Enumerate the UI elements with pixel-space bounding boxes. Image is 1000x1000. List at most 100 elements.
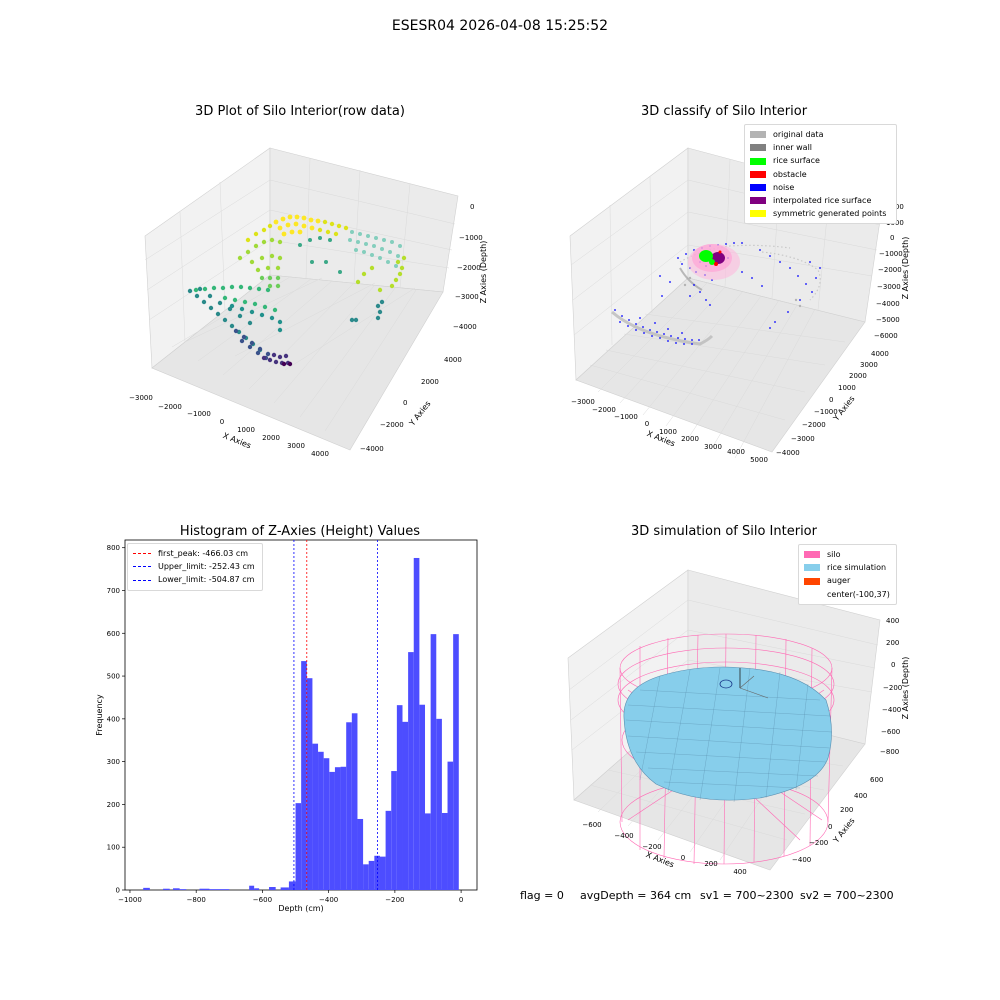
footer-sv1: sv1 = 700~2300	[700, 889, 794, 902]
p2-ytick: 2000	[849, 372, 867, 380]
histogram-bar	[379, 856, 386, 890]
histogram-ytick-label: 700	[107, 587, 120, 595]
legend-label: original data	[773, 130, 824, 139]
plot4-legend: silo rice simulation auger center(-100,3…	[798, 544, 897, 605]
legend-label: inner wall	[773, 143, 813, 153]
histogram-bar	[346, 722, 352, 890]
legend-item: rice surface	[750, 154, 891, 167]
plot1-title: 3D Plot of Silo Interior(row data)	[195, 104, 405, 119]
p2-ztick: −6000	[874, 332, 898, 340]
histogram-bar	[391, 771, 397, 890]
histogram-bar	[385, 810, 392, 890]
p2-ztick: −1000	[879, 250, 903, 258]
plot1-scatter	[187, 214, 407, 367]
p2-ytick: −2000	[802, 421, 826, 429]
figure-title: ESESR04 2026-04-08 15:25:52	[391, 18, 609, 34]
histogram-bar	[447, 761, 454, 890]
p1-zlabel: Z Axies (Depth)	[479, 241, 488, 304]
histogram-bar	[318, 751, 324, 890]
histogram-bar	[413, 557, 420, 890]
histogram-bar	[340, 766, 347, 890]
legend-swatch	[750, 197, 766, 205]
p2-xtick: −1000	[614, 413, 638, 421]
legend-item: Upper_limit: -252.43 cm	[133, 560, 257, 573]
p4-ztick: 200	[886, 639, 899, 647]
p4-ytick: 200	[840, 806, 853, 814]
histogram-ytick-label: 200	[107, 801, 120, 809]
p2-zlabel: Z Axies (Depth)	[901, 237, 910, 300]
legend-item: center(-100,37)	[804, 588, 891, 601]
p2-ytick: 0	[829, 396, 833, 404]
p2-ztick: −2000	[878, 266, 902, 274]
p2-xtick: 4000	[727, 448, 745, 456]
histogram-bar	[441, 812, 448, 890]
footer-sv2: sv2 = 700~2300	[800, 889, 894, 902]
p2-xtick: −3000	[571, 398, 595, 406]
histogram-bar	[163, 888, 170, 890]
p2-xtick: 3000	[704, 443, 722, 451]
histogram-bar	[295, 803, 302, 890]
p1-ztick: −3000	[455, 293, 479, 301]
histogram-bar	[436, 718, 442, 890]
legend-swatch	[804, 577, 820, 585]
legend-swatch	[804, 591, 820, 598]
legend-label: interpolated rice surface	[773, 196, 872, 206]
p1-xtick: −1000	[187, 410, 211, 418]
legend-line	[133, 579, 151, 581]
legend-label: first_peak: -466.03 cm	[158, 549, 249, 558]
histogram-bar	[269, 887, 276, 890]
p4-ztick: 0	[891, 661, 895, 669]
p4-ytick: 0	[828, 823, 832, 831]
p4-ylabel: Y Axies	[831, 816, 857, 845]
histogram-bar	[329, 771, 335, 890]
histogram-bar	[396, 705, 403, 890]
histogram-ytick-label: 0	[116, 887, 120, 895]
p1-ytick: 0	[403, 399, 407, 407]
legend-label: rice simulation	[827, 563, 887, 573]
p4-ztick: −800	[880, 748, 899, 756]
p1-xtick: −2000	[158, 403, 182, 411]
p1-xtick: 0	[220, 418, 224, 426]
p2-xtick: 0	[645, 420, 649, 428]
plot2-title: 3D classify of Silo Interior	[640, 104, 808, 119]
legend-label: noise	[773, 182, 795, 192]
histogram-bar	[402, 721, 409, 890]
legend-label: center(-100,37)	[827, 589, 890, 599]
legend-swatch	[750, 183, 766, 191]
p2-ytick: 3000	[860, 361, 878, 369]
legend-swatch	[804, 564, 820, 572]
legend-item: symmetric generated points	[750, 207, 891, 220]
p4-ztick: 400	[886, 617, 899, 625]
p4-zlabel: Z Axies (Depth)	[901, 657, 910, 720]
histogram-bar	[249, 885, 255, 890]
plot1-axes	[144, 147, 459, 451]
p4-ytick: 600	[870, 776, 883, 784]
legend-label: silo	[827, 550, 841, 559]
p1-ztick: −2000	[457, 264, 481, 272]
histogram-ticks: −1000 −800 −600 −400 −200 0 0 100 200 300 400 500 60…	[107, 544, 464, 904]
histogram-ytick-label: 800	[107, 544, 120, 552]
histogram-xlabel: Depth (cm)	[278, 904, 323, 913]
histogram-bar	[312, 743, 319, 890]
p1-ztick: 0	[470, 203, 474, 211]
p2-xtick: 5000	[750, 456, 768, 464]
histogram-xtick-label: 0	[459, 896, 463, 904]
histogram-ylabel: Frequency	[95, 694, 104, 736]
legend-swatch	[750, 157, 766, 165]
p1-ytick: 2000	[421, 378, 439, 386]
legend-item: Lower_limit: -504.87 cm	[133, 573, 257, 586]
p1-ytick: −2000	[380, 421, 404, 429]
legend-item: original data	[750, 128, 891, 141]
p1-ytick: −4000	[360, 445, 384, 453]
p1-xtick: 2000	[262, 434, 280, 442]
p4-xtick: −200	[642, 843, 661, 851]
p4-xlabel: X Axies	[645, 850, 676, 869]
p4-xtick: 0	[681, 854, 685, 862]
legend-line	[133, 553, 151, 555]
histogram-bar	[430, 634, 437, 890]
p1-xtick: 1000	[237, 426, 255, 434]
histogram-title: Histogram of Z-Axies (Height) Values	[179, 524, 421, 539]
histogram-xtick-label: −600	[253, 896, 272, 904]
p1-xtick: 4000	[311, 450, 329, 458]
histogram-bar	[368, 860, 375, 890]
